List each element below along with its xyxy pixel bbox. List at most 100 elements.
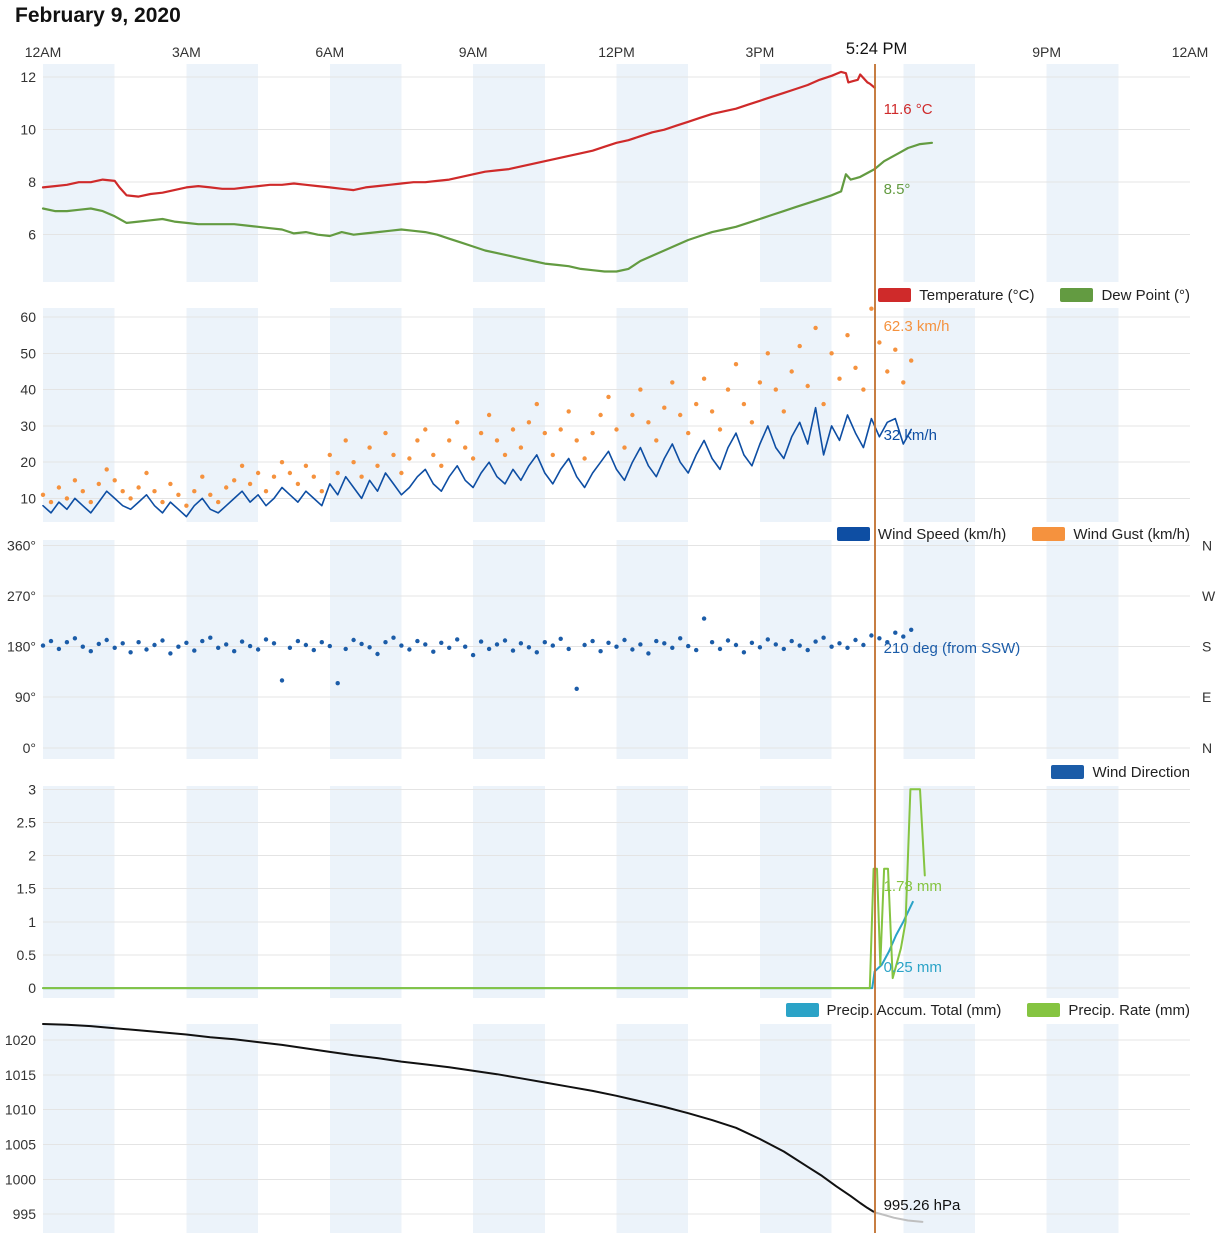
series-temperature-c: [41, 70, 876, 198]
y-tick-label-right: W: [1202, 588, 1216, 604]
current-time-label: 5:24 PM: [845, 40, 908, 58]
legend-item-wind-direction: Wind Direction: [1051, 764, 1190, 781]
legend-swatch-precip-rate-mm: [1027, 1003, 1061, 1017]
y-tick-label: 1.5: [17, 881, 37, 897]
legend-label-temperature-c: Temperature (°C): [919, 286, 1035, 304]
y-tick-label: 60: [20, 309, 36, 325]
background-bands: [43, 786, 1119, 998]
y-tick-label: 0.5: [17, 947, 37, 963]
legend-item-wind-speed-km-h: Wind Speed (km/h): [836, 525, 1007, 543]
legend-temperature-dewpoint: Temperature (°C) Dew Point (°): [878, 286, 1190, 304]
y-tick-label: 10: [20, 122, 36, 138]
legend-item-wind-gust-km-h: Wind Gust (km/h): [1032, 526, 1190, 543]
time-axis-label-12am-0: 12AM: [24, 44, 62, 60]
annotation-temperature-c: 11.6 °C: [883, 100, 933, 118]
legend-item-precip-rate-mm: Precip. Rate (mm): [1027, 1002, 1190, 1019]
y-tick-label-right: E: [1202, 689, 1211, 705]
y-tick-label: 1000: [5, 1171, 36, 1187]
legend-label-wind-direction: Wind Direction: [1092, 763, 1190, 781]
page-title: February 9, 2020: [15, 4, 181, 27]
y-tick-label: 40: [20, 382, 36, 398]
y-tick-label: 20: [20, 454, 36, 470]
legend-label-precip-accum-total-mm: Precip. Accum. Total (mm): [826, 1001, 1002, 1019]
series-dew-point: [41, 141, 934, 273]
legend-wind-direction: Wind Direction: [1051, 763, 1190, 781]
chart-wind: 10 20 30 40 50 60: [20, 306, 1190, 522]
y-tick-label-right: S: [1202, 639, 1211, 655]
time-axis-label-3am-3: 3AM: [171, 44, 201, 60]
y-tick-label-right: N: [1202, 740, 1212, 756]
time-axis-label-9am-9: 9AM: [458, 44, 488, 60]
y-tick-label: 0°: [23, 740, 36, 756]
chart-wind-direction: 0° N 90° E 180° S 270° W 360° N: [7, 538, 1216, 759]
y-tick-label: 270°: [7, 588, 36, 604]
y-tick-label: 995: [13, 1206, 37, 1222]
time-axis-label-12pm-12: 12PM: [598, 44, 635, 60]
y-tick-label: 0: [28, 980, 36, 996]
series-pressure-after-current-time: [873, 1211, 924, 1223]
y-tick-label: 12: [20, 69, 36, 85]
gridlines-and-ticks: 0 0.5 1 1.5 2 2.5 3: [17, 781, 1190, 996]
legend-wind: Wind Speed (km/h) Wind Gust (km/h): [836, 525, 1190, 543]
y-tick-label: 360°: [7, 538, 36, 554]
series-wind-speed-km-h: [42, 406, 913, 518]
annotation-dew-point: 8.5°: [883, 181, 911, 199]
gridlines-and-ticks: 6 8 10 12: [20, 69, 1190, 243]
series-wind-direction: [40, 616, 914, 691]
y-tick-label: 30: [20, 418, 36, 434]
annotation-precip-rate-mm: 1.78 mm: [883, 878, 942, 896]
current-time-indicator-line: [873, 64, 876, 1233]
background-bands: [43, 64, 1119, 282]
y-tick-label: 50: [20, 345, 36, 361]
background-bands: [43, 1024, 1119, 1233]
legend-precip: Precip. Accum. Total (mm) Precip. Rate (m…: [785, 1001, 1190, 1019]
time-axis-label-6am-6: 6AM: [315, 44, 345, 60]
gridlines-and-ticks: 0° N 90° E 180° S 270° W 360° N: [7, 538, 1216, 756]
chart-pressure: 995 1000 1005 1010 1015 1020: [5, 1023, 1190, 1233]
annotation-precip-accum-total-mm: 0.25 mm: [883, 958, 942, 976]
annotation-pressure-hpa: 995.26 hPa: [883, 1197, 961, 1215]
legend-label-precip-rate-mm: Precip. Rate (mm): [1068, 1001, 1190, 1019]
series-wind-gust-km-h: [40, 306, 914, 508]
y-tick-label: 1005: [5, 1137, 36, 1153]
y-tick-label: 8: [28, 174, 36, 190]
legend-swatch-dew-point: [1060, 288, 1094, 302]
y-tick-label: 2.5: [17, 814, 37, 830]
chart-precip: 0 0.5 1 1.5 2 2.5 3: [17, 781, 1190, 998]
legend-swatch-wind-speed-km-h: [836, 527, 870, 541]
background-bands: [43, 540, 1119, 759]
gridlines-and-ticks: 995 1000 1005 1010 1015 1020: [5, 1032, 1190, 1222]
legend-item-precip-accum-total-mm: Precip. Accum. Total (mm): [785, 1001, 1002, 1019]
time-axis-label-3pm-15: 3PM: [745, 44, 775, 60]
chart-temperature-dewpoint: 6 8 10 12: [20, 64, 1190, 282]
annotation-wind-speed-km-h: 32 km/h: [883, 426, 937, 444]
time-axis-label-9pm-21: 9PM: [1032, 44, 1062, 60]
gridlines-and-ticks: 10 20 30 40 50 60: [20, 309, 1190, 506]
y-tick-label: 1010: [5, 1102, 36, 1118]
legend-item-dew-point: Dew Point (°): [1060, 287, 1190, 304]
y-tick-label-right: N: [1202, 538, 1212, 554]
legend-item-temperature-c: Temperature (°C): [878, 287, 1034, 304]
y-tick-label: 3: [28, 781, 36, 797]
y-tick-label: 180°: [7, 639, 36, 655]
annotation-wind-gust-km-h: 62.3 km/h: [883, 317, 950, 335]
legend-swatch-temperature-c: [878, 288, 912, 302]
y-tick-label: 1020: [5, 1032, 36, 1048]
series-pressure-hpa: [42, 1023, 876, 1214]
y-tick-label: 90°: [15, 689, 36, 705]
legend-swatch-wind-gust-km-h: [1032, 527, 1066, 541]
y-tick-label: 1: [28, 914, 36, 930]
y-tick-label: 6: [28, 227, 36, 243]
time-axis-label-12am-24: 12AM: [1171, 44, 1209, 60]
legend-label-dew-point: Dew Point (°): [1101, 286, 1190, 304]
background-bands: [43, 308, 1119, 522]
y-tick-label: 10: [20, 490, 36, 506]
annotation-wind-direction: 210 deg (from SSW): [883, 639, 1021, 657]
y-tick-label: 1015: [5, 1067, 36, 1083]
legend-label-wind-gust-km-h: Wind Gust (km/h): [1073, 525, 1190, 543]
y-tick-label: 2: [28, 848, 36, 864]
legend-swatch-precip-accum-total-mm: [785, 1003, 819, 1017]
legend-swatch-wind-direction: [1051, 765, 1085, 779]
legend-label-wind-speed-km-h: Wind Speed (km/h): [877, 525, 1007, 543]
